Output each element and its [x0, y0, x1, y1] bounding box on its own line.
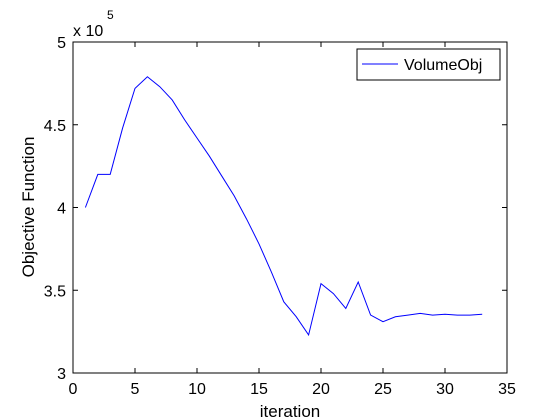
- x-tick-label: 0: [69, 381, 78, 398]
- series-line-volumeobj: [84, 76, 483, 337]
- y-tick-label: 4.5: [44, 118, 66, 135]
- series-layer: [84, 76, 483, 337]
- x-tick-label: 25: [374, 381, 392, 398]
- legend-label: VolumeObj: [404, 57, 482, 74]
- y-tick-label: 5: [57, 35, 66, 52]
- legend: VolumeObj: [356, 48, 501, 81]
- x-tick-label: 15: [250, 381, 268, 398]
- plot-area: [73, 42, 507, 373]
- x-tick-label: 35: [498, 381, 516, 398]
- x-tick-label: 5: [131, 381, 140, 398]
- x-tick-label: 20: [312, 381, 330, 398]
- tick-layer: 0 5 10 15 20 25 30 35 3 3.5 4 4.5 5: [44, 35, 516, 398]
- x-axis-label: iteration: [260, 402, 320, 420]
- y-tick-label: 3: [57, 366, 66, 383]
- y-multiplier-base: x 10: [73, 23, 103, 40]
- x-tick-label: 30: [436, 381, 454, 398]
- y-tick-label: 3.5: [44, 283, 66, 300]
- y-tick-label: 4: [57, 201, 66, 218]
- y-axis-label: Objective Function: [19, 137, 38, 278]
- y-multiplier-exponent: 5: [107, 8, 114, 22]
- x-tick-label: 10: [188, 381, 206, 398]
